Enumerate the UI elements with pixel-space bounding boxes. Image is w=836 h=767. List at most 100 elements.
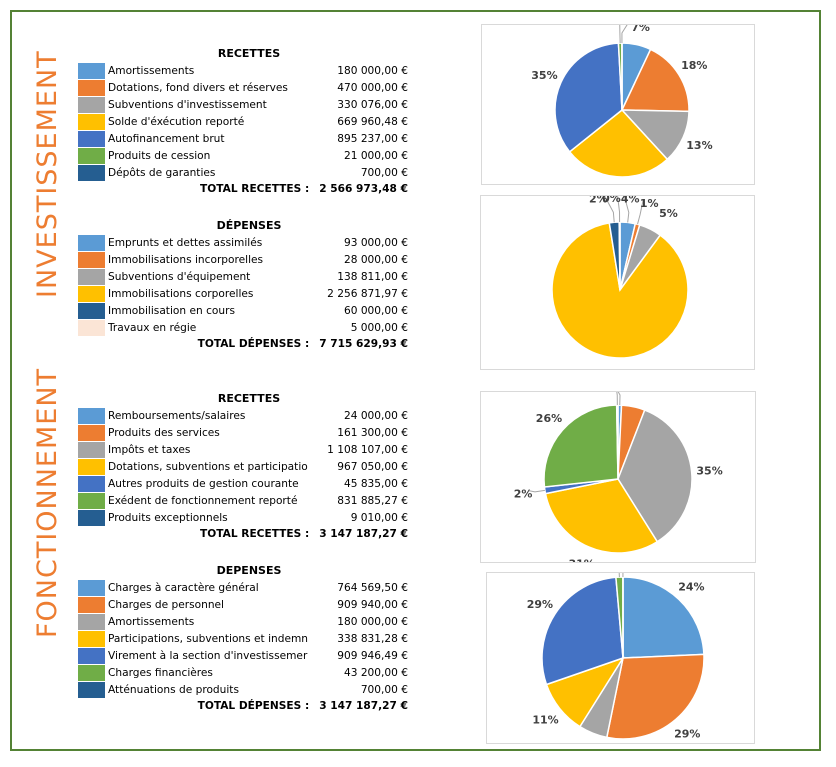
panel-title: RECETTES (217, 392, 281, 405)
row-value: 28 000,00 € (343, 253, 408, 266)
pie-data-label: 5% (659, 207, 678, 220)
table-row: Participations, subventions et indemn 33… (78, 630, 410, 647)
table-row: Subventions d'investissement 330 076,00 … (78, 96, 410, 113)
total-row: TOTAL RECETTES : 2 566 973,48 € (78, 181, 410, 198)
table-row: Immobilisations corporelles 2 256 871,97… (78, 285, 410, 302)
row-label: Emprunts et dettes assimilés (108, 236, 263, 249)
row-label: Dépôts de garanties (108, 166, 216, 179)
row-value: 831 885,27 € (337, 494, 408, 507)
table-row: Produits des services 161 300,00 € (78, 424, 410, 441)
pie-slice (620, 48, 690, 113)
leader-line (623, 196, 630, 223)
row-label: Atténuations de produits (108, 683, 239, 696)
row-label: Virement à la section d'investissemer (108, 649, 308, 662)
total-value: 3 147 187,27 € (319, 528, 408, 540)
total-row: TOTAL DÉPENSES : 3 147 187,27 € (78, 698, 410, 715)
row-value: 2 256 871,97 € (327, 287, 408, 300)
row-label: Charges à caractère général (108, 581, 259, 594)
leader-line (604, 196, 615, 223)
row-label: Produits exceptionnels (108, 511, 228, 524)
table-row: Charges de personnel 909 940,00 € (78, 596, 410, 613)
total-row: TOTAL RECETTES : 3 147 187,27 € (78, 526, 410, 543)
row-label: Immobilisation en cours (108, 304, 235, 317)
table-row: Produits de cession 21 000,00 € (78, 147, 410, 164)
row-value: 909 946,49 € (337, 649, 408, 662)
pie-slice (622, 576, 705, 659)
row-value: 45 835,00 € (343, 477, 408, 490)
legend-swatch (78, 441, 105, 458)
pie-svg: 24%29%6%11%29%1%0% (527, 573, 705, 740)
panel-title: RECETTES (217, 47, 281, 60)
pie-slice (544, 478, 659, 554)
investissement-depenses-pie-chart: 4%1%5% 88% 2%0% (480, 195, 755, 370)
row-value: 764 569,50 € (337, 581, 408, 594)
legend-swatch (78, 407, 105, 424)
legend-swatch (78, 475, 105, 492)
fonctionnement-depenses-table: DEPENSES Charges à caractère général 764… (78, 563, 410, 715)
row-value: 9 010,00 € (350, 511, 408, 524)
leader-line (621, 25, 628, 44)
pie-slice (554, 42, 623, 153)
row-value: 93 000,00 € (343, 236, 408, 249)
legend-swatch (78, 492, 105, 509)
row-label: Solde d'éxécution reporté (108, 115, 245, 128)
pie-data-label: 29% (674, 727, 700, 740)
pie-data-label: 1% (640, 197, 659, 210)
table-row: Autres produits de gestion courante 45 8… (78, 475, 410, 492)
row-value: 700,00 € (360, 166, 408, 179)
row-value: 470 000,00 € (337, 81, 408, 94)
pie-slice (568, 108, 669, 178)
total-label: TOTAL RECETTES : (200, 183, 310, 195)
investissement-recettes-table: RECETTES Amortissements 180 000,00 € Dot… (78, 46, 410, 198)
pie-data-label: 26% (536, 412, 562, 425)
total-label: TOTAL DÉPENSES : (197, 700, 310, 712)
row-value: 161 300,00 € (337, 426, 408, 439)
leader-line (622, 573, 624, 578)
pie-svg: 1%5%35%31%2%26%0% (514, 392, 723, 562)
table-row: Charges à caractère général 764 569,50 € (78, 579, 410, 596)
section-title-fonctionnement: FONCTIONNEMENT (32, 367, 63, 638)
pie-data-label: 5% (638, 392, 657, 394)
table-row: Dotations, fond divers et réserves 470 0… (78, 79, 410, 96)
pie-data-label: 35% (696, 464, 722, 477)
row-label: Autres produits de gestion courante (108, 477, 299, 490)
total-label: TOTAL RECETTES : (200, 528, 310, 540)
table-row: Dotations, subventions et participatio 9… (78, 458, 410, 475)
row-label: Charges de personnel (108, 598, 224, 611)
row-value: 180 000,00 € (337, 64, 408, 77)
table-row: Produits exceptionnels 9 010,00 € (78, 509, 410, 526)
row-value: 895 237,00 € (337, 132, 408, 145)
row-label: Produits des services (108, 426, 220, 439)
leader-line (617, 196, 621, 223)
table-row: Charges financières 43 200,00 € (78, 664, 410, 681)
legend-swatch (78, 613, 105, 630)
row-value: 338 831,28 € (337, 632, 408, 645)
total-value: 7 715 629,93 € (319, 338, 408, 350)
legend-swatch (78, 130, 105, 147)
row-label: Subventions d'équipement (108, 270, 251, 283)
row-value: 5 000,00 € (350, 321, 408, 334)
legend-swatch (78, 424, 105, 441)
fonctionnement-recettes-pie-chart: 1%5%35%31%2%26%0% (480, 391, 756, 563)
legend-swatch (78, 302, 105, 319)
leader-line (619, 25, 621, 44)
row-value: 330 076,00 € (337, 98, 408, 111)
pie-slice (618, 221, 621, 291)
row-value: 180 000,00 € (337, 615, 408, 628)
row-label: Amortissements (108, 64, 195, 77)
legend-swatch (78, 251, 105, 268)
legend-swatch (78, 681, 105, 698)
leader-line (637, 199, 644, 225)
row-label: Amortissements (108, 615, 195, 628)
table-row: Immobilisations incorporelles 28 000,00 … (78, 251, 410, 268)
table-row: Solde d'éxécution reporté 669 960,48 € (78, 113, 410, 130)
row-label: Subventions d'investissement (108, 98, 267, 111)
panel-title: DEPENSES (216, 564, 282, 577)
table-row: Subventions d'équipement 138 811,00 € (78, 268, 410, 285)
row-label: Exédent de fonctionnement reporté (108, 494, 298, 507)
table-row: Atténuations de produits 700,00 € (78, 681, 410, 698)
total-row: TOTAL DÉPENSES : 7 715 629,93 € (78, 336, 410, 353)
legend-swatch (78, 579, 105, 596)
pie-slice (605, 653, 705, 740)
pie-data-label: 18% (681, 59, 707, 72)
